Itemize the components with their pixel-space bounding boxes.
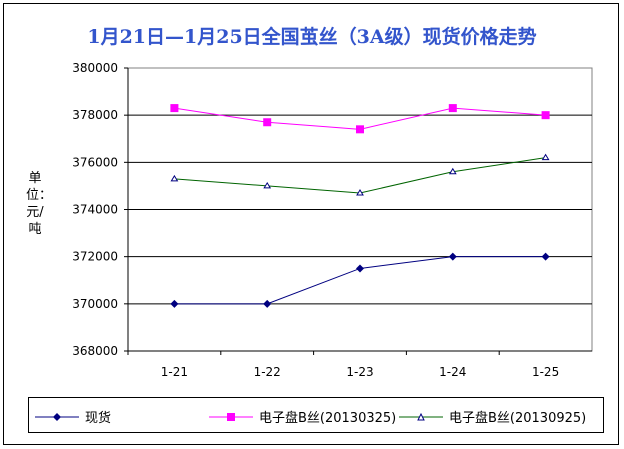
y-tick-label: 374000 bbox=[72, 203, 118, 217]
chart-frame bbox=[3, 3, 619, 445]
data-point bbox=[356, 189, 364, 196]
legend-marker-diamond-icon bbox=[35, 412, 79, 421]
data-point bbox=[448, 167, 457, 175]
data-point bbox=[170, 174, 179, 182]
x-tick-label: 1-23 bbox=[346, 365, 373, 379]
data-point bbox=[356, 264, 364, 273]
y-tick-label: 372000 bbox=[72, 250, 118, 264]
legend-item-1: 电子盘B丝(20130325) bbox=[209, 407, 396, 426]
x-tick-label: 1-22 bbox=[254, 365, 281, 379]
y-tick-label: 376000 bbox=[72, 155, 118, 169]
data-point bbox=[541, 252, 550, 261]
legend-marker-triangle-icon bbox=[399, 412, 443, 420]
data-point bbox=[541, 153, 550, 161]
y-tick-label: 370000 bbox=[72, 297, 118, 311]
chart-title: 1月21日—1月25日全国茧丝（3A级）现货价格走势 bbox=[87, 26, 537, 48]
data-point bbox=[356, 125, 364, 134]
data-point bbox=[263, 118, 272, 127]
y-tick-label: 378000 bbox=[72, 108, 118, 122]
data-point bbox=[263, 299, 272, 308]
y-tick-label: 380000 bbox=[72, 61, 118, 75]
legend-label: 现货 bbox=[85, 411, 112, 426]
legend-item-2: 电子盘B丝(20130925) bbox=[399, 407, 586, 426]
legend-label: 电子盘B丝(20130325) bbox=[259, 411, 397, 426]
data-point bbox=[263, 181, 272, 189]
y-tick-label: 368000 bbox=[72, 344, 118, 358]
x-tick-label: 1-24 bbox=[439, 365, 466, 379]
x-tick-label: 1-21 bbox=[161, 365, 188, 379]
legend: 现货 电子盘B丝(20130325) 电子盘B丝(20130925) bbox=[28, 397, 604, 433]
legend-label: 电子盘B丝(20130925) bbox=[449, 411, 587, 426]
data-point bbox=[170, 104, 179, 113]
legend-item-0: 现货 bbox=[35, 407, 111, 426]
legend-marker-square-icon bbox=[209, 412, 253, 421]
x-tick-label: 1-25 bbox=[532, 365, 559, 379]
data-point bbox=[541, 111, 550, 120]
data-point bbox=[448, 252, 457, 261]
data-point bbox=[448, 104, 457, 113]
data-point bbox=[170, 299, 179, 308]
